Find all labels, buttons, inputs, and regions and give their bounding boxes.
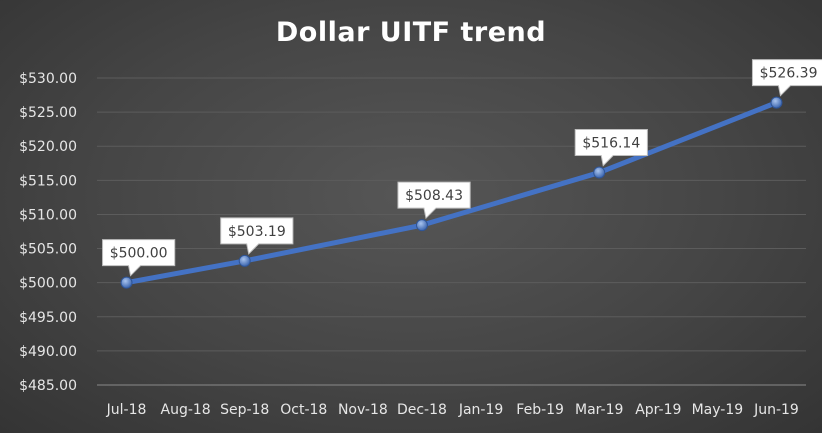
data-label-callout — [397, 181, 471, 220]
x-tick-label: Jan-19 — [458, 402, 503, 418]
data-label: $526.39 — [760, 66, 818, 82]
y-tick-label: $515.00 — [19, 173, 77, 189]
data-label: $500.00 — [110, 246, 168, 262]
data-label: $508.43 — [405, 188, 463, 204]
x-tick-label: Nov-18 — [338, 402, 388, 418]
x-tick-label: Jul-18 — [106, 402, 147, 418]
data-point — [415, 219, 428, 232]
y-tick-label: $500.00 — [19, 276, 77, 292]
data-point — [770, 96, 783, 109]
data-label-callout — [102, 239, 176, 277]
data-point — [120, 276, 133, 289]
y-tick-label: $525.00 — [19, 105, 77, 121]
y-tick-label: $490.00 — [19, 344, 77, 360]
x-tick-label: Oct-18 — [280, 402, 327, 418]
y-tick-label: $510.00 — [19, 207, 77, 223]
data-label: $503.19 — [228, 224, 286, 240]
y-tick-label: $505.00 — [19, 242, 77, 258]
data-point — [593, 166, 606, 179]
x-tick-label: May-19 — [692, 402, 744, 418]
data-label-callout — [220, 217, 294, 255]
y-tick-label: $485.00 — [19, 378, 77, 394]
data-point — [238, 254, 251, 267]
x-tick-label: Sep-18 — [220, 402, 269, 418]
y-tick-label: $495.00 — [19, 310, 77, 326]
data-label-callout — [751, 59, 822, 97]
x-tick-label: Apr-19 — [635, 402, 681, 418]
data-label-callout — [574, 129, 648, 167]
y-tick-label: $520.00 — [19, 139, 77, 155]
x-tick-label: Jun-19 — [753, 402, 799, 418]
chart-title: Dollar UITF trend — [275, 17, 547, 48]
data-label: $516.14 — [582, 136, 640, 152]
x-tick-label: Dec-18 — [397, 402, 447, 418]
x-tick-label: Feb-19 — [516, 402, 564, 418]
x-tick-label: Mar-19 — [575, 402, 623, 418]
x-tick-label: Aug-18 — [161, 402, 211, 418]
y-tick-label: $530.00 — [19, 71, 77, 87]
